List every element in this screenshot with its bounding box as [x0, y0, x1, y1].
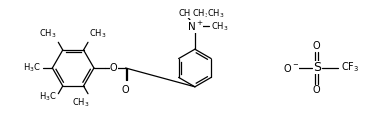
Text: CH$_3$: CH$_3$	[90, 27, 107, 40]
Text: CH$_3$: CH$_3$	[192, 7, 209, 20]
Text: CF$_3$: CF$_3$	[342, 60, 360, 74]
Text: O: O	[313, 85, 320, 95]
Text: S: S	[313, 61, 321, 75]
Text: CH$_3$: CH$_3$	[72, 96, 90, 109]
Text: CH: CH	[179, 9, 191, 18]
Text: CH$_3$: CH$_3$	[207, 7, 224, 20]
Text: O: O	[110, 63, 118, 73]
Text: O: O	[313, 41, 320, 51]
Text: N$^+$: N$^+$	[186, 20, 203, 33]
Text: O: O	[122, 85, 130, 95]
Text: H$_3$C: H$_3$C	[23, 62, 40, 74]
Text: H$_3$C: H$_3$C	[39, 90, 57, 103]
Text: O$^-$: O$^-$	[283, 62, 299, 74]
Text: CH$_3$: CH$_3$	[39, 27, 57, 40]
Text: CH$_3$: CH$_3$	[211, 20, 228, 33]
